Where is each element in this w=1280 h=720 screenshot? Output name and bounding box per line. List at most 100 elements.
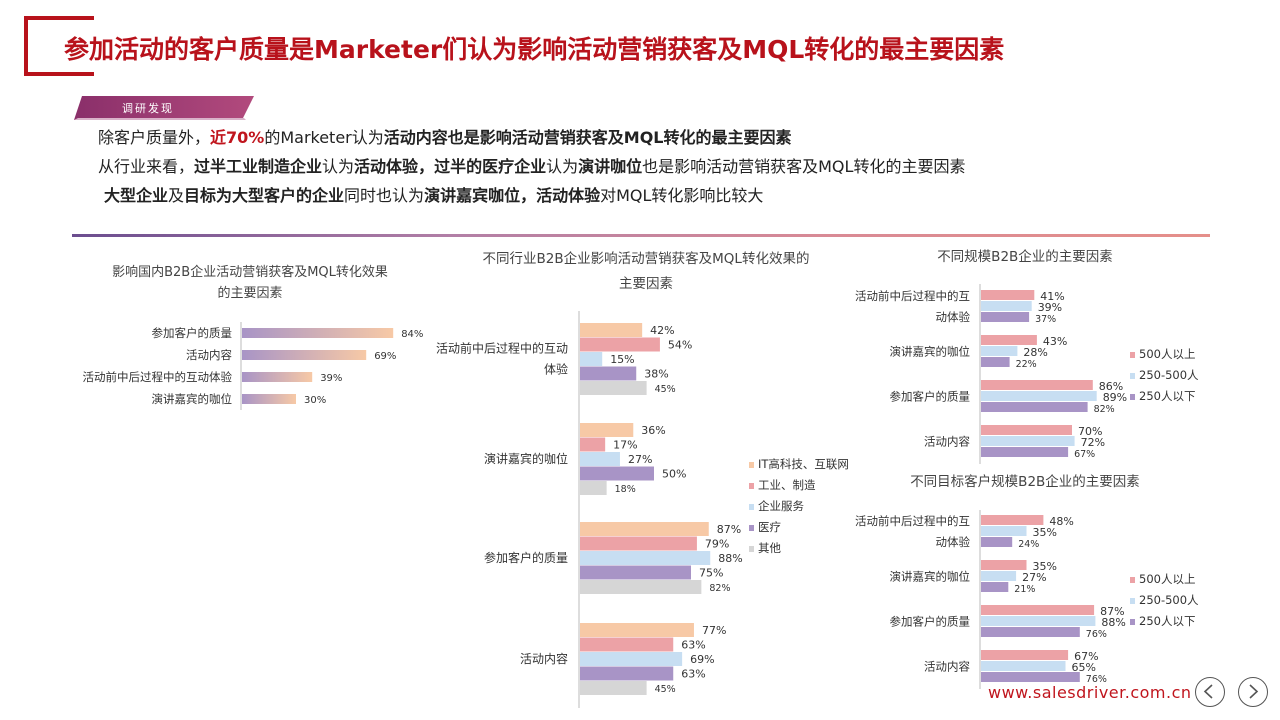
chart4-legend-swatch xyxy=(1130,619,1135,625)
finding-line-1: 除客户质量外，近70%的Marketer认为活动内容也是影响活动营销获客及MQL… xyxy=(98,128,792,147)
chart2-value-label: 88% xyxy=(718,552,742,565)
next-page-button[interactable] xyxy=(1238,677,1268,707)
chart2-bar xyxy=(580,681,647,695)
chart4-legend-label: 250人以下 xyxy=(1139,614,1195,628)
chart2-legend-swatch xyxy=(749,462,754,468)
chart2-bar xyxy=(580,366,637,381)
chart2-value-label: 75% xyxy=(699,567,723,580)
chart2-bar xyxy=(580,652,683,666)
chart2-value-label: 36% xyxy=(641,424,665,437)
chart1-title: 影响国内B2B企业活动营销获客及MQL转化效果 xyxy=(112,264,388,280)
chart3-legend-swatch xyxy=(1130,352,1135,358)
page-title: 参加活动的客户质量是Marketer们认为影响活动营销获客及MQL转化的最主要因… xyxy=(64,35,1005,64)
chart2-category-label: 体验 xyxy=(544,362,568,377)
chart3-value-label: 72% xyxy=(1081,436,1105,449)
chart3-value-label: 82% xyxy=(1094,404,1115,415)
chart2-legend-swatch xyxy=(749,546,754,552)
chart4-bar xyxy=(981,661,1066,671)
chart2-legend-label: 医疗 xyxy=(758,520,781,534)
chart3-value-label: 67% xyxy=(1074,449,1095,460)
chart4-bar xyxy=(981,616,1096,626)
finding-tag-banner xyxy=(74,96,254,120)
chart2-bar xyxy=(580,381,647,395)
chart3-legend-label: 500人以上 xyxy=(1139,347,1195,361)
chart4-legend-label: 250-500人 xyxy=(1139,593,1199,607)
chart1-category-label: 演讲嘉宾的咖位 xyxy=(152,392,233,406)
chart1-category-label: 活动前中后过程中的互动体验 xyxy=(83,370,233,384)
chart3-category-label: 活动内容 xyxy=(924,435,970,449)
chart2-bar xyxy=(580,337,660,352)
chart2-title: 主要因素 xyxy=(619,276,673,292)
chart4-value-label: 21% xyxy=(1014,584,1035,595)
chart1-bar xyxy=(242,372,313,382)
chart3-category-label: 动体验 xyxy=(936,310,971,324)
chart3-legend-swatch xyxy=(1130,394,1135,400)
chart3-title: 不同规模B2B企业的主要因素 xyxy=(937,248,1113,265)
chart2-value-label: 50% xyxy=(662,468,686,481)
chart3-value-label: 89% xyxy=(1103,391,1127,404)
chart2-title: 不同行业B2B企业影响活动营销获客及MQL转化效果的 xyxy=(483,250,810,267)
chart2-value-label: 15% xyxy=(610,353,634,366)
chart4-bar xyxy=(981,515,1044,525)
chart2-value-label: 63% xyxy=(681,639,705,652)
chart3-legend-swatch xyxy=(1130,373,1135,379)
chart2-value-label: 42% xyxy=(650,324,674,337)
chart1-value-label: 69% xyxy=(374,351,396,362)
chart4-bar xyxy=(981,526,1027,536)
chart3-value-label: 41% xyxy=(1040,290,1064,303)
chart2-bar xyxy=(580,666,674,681)
chart2-value-label: 63% xyxy=(681,668,705,681)
chart3-category-label: 演讲嘉宾的咖位 xyxy=(890,345,971,359)
previous-page-button[interactable] xyxy=(1195,677,1225,707)
chart2-value-label: 69% xyxy=(690,653,714,666)
chart2-legend-swatch xyxy=(749,483,754,489)
chart3-category-label: 活动前中后过程中的互 xyxy=(855,289,970,303)
chart3-legend-label: 250-500人 xyxy=(1139,368,1199,382)
chart2-bar xyxy=(580,565,691,580)
chart3-bar xyxy=(981,380,1093,390)
chevron-left-icon xyxy=(1203,684,1213,699)
chart4-bar xyxy=(981,605,1095,615)
chart4-value-label: 35% xyxy=(1033,560,1057,573)
chart2-value-label: 45% xyxy=(655,684,676,695)
chart2-category-label: 活动前中后过程中的互动 xyxy=(436,341,568,356)
chart1-value-label: 84% xyxy=(401,329,423,340)
chart2-legend-swatch xyxy=(749,525,754,531)
chart4-value-label: 35% xyxy=(1033,526,1057,539)
chart2-legend-label: IT高科技、互联网 xyxy=(758,457,849,471)
chart1-value-label: 39% xyxy=(320,373,342,384)
chart4-bar xyxy=(981,560,1027,570)
chart1-bar xyxy=(242,328,394,338)
chart3-bar xyxy=(981,346,1018,356)
chart4-value-label: 24% xyxy=(1018,539,1039,550)
chevron-right-icon xyxy=(1249,684,1259,699)
chart3-bar xyxy=(981,301,1032,311)
chart4-value-label: 76% xyxy=(1086,674,1107,685)
website-link[interactable]: www.salesdriver.com.cn xyxy=(988,683,1192,702)
chart3-value-label: 43% xyxy=(1043,335,1067,348)
chart4-value-label: 76% xyxy=(1086,629,1107,640)
chart4-bar xyxy=(981,571,1017,581)
chart4-category-label: 动体验 xyxy=(936,535,971,549)
chart4-title: 不同目标客户规模B2B企业的主要因素 xyxy=(910,473,1140,490)
chart2-legend-label: 企业服务 xyxy=(758,499,804,513)
chart4-value-label: 87% xyxy=(1100,605,1124,618)
chart2-value-label: 54% xyxy=(668,339,692,352)
chart2-category-label: 参加客户的质量 xyxy=(484,550,568,565)
chart2-bar xyxy=(580,623,694,637)
chart3-value-label: 37% xyxy=(1035,314,1056,325)
chart4-value-label: 88% xyxy=(1101,616,1125,629)
chart4-value-label: 67% xyxy=(1074,650,1098,663)
chart2-legend-label: 工业、制造 xyxy=(758,478,816,492)
chart2-value-label: 17% xyxy=(613,439,637,452)
chart2-legend-label: 其他 xyxy=(758,541,781,555)
chart1-bar xyxy=(242,394,296,404)
chart2-bar xyxy=(580,637,674,652)
finding-line-3: 大型企业及目标为大型客户的企业同时也认为演讲嘉宾咖位，活动体验对MQL转化影响比… xyxy=(104,186,764,205)
chart2-bar xyxy=(580,352,603,366)
chart4-value-label: 65% xyxy=(1072,661,1096,674)
section-divider xyxy=(72,234,1210,237)
chart4-legend-swatch xyxy=(1130,598,1135,604)
chart2-value-label: 79% xyxy=(705,538,729,551)
chart3-category-label: 参加客户的质量 xyxy=(890,390,971,404)
